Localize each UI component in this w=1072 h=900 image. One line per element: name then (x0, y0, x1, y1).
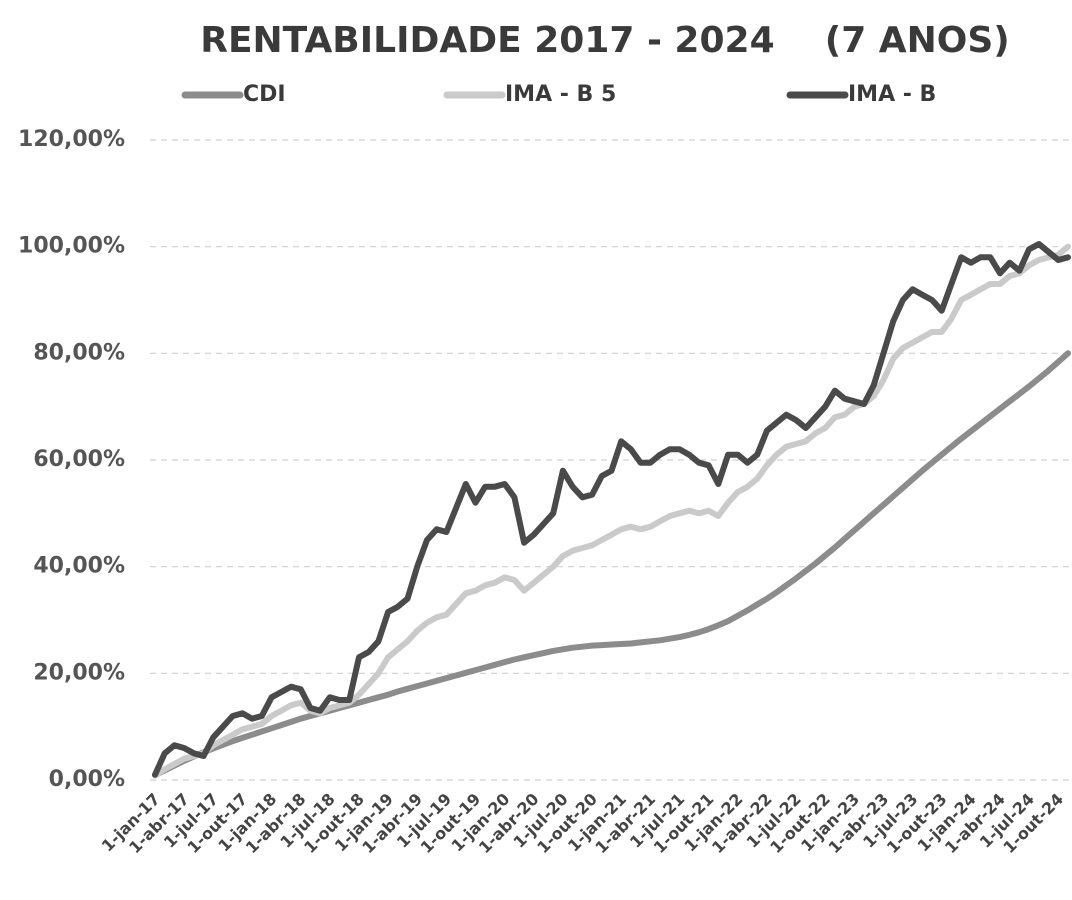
y-tick-label: 100,00% (18, 234, 125, 259)
y-tick-label: 120,00% (18, 127, 125, 152)
y-tick-label: 80,00% (33, 340, 125, 365)
y-tick-label: 40,00% (33, 554, 125, 579)
y-tick-label: 20,00% (33, 660, 125, 685)
y-tick-label: 0,00% (49, 767, 125, 792)
series-line (152, 243, 1071, 779)
legend-label: CDI (243, 82, 286, 107)
legend-label: IMA - B 5 (505, 82, 616, 107)
legend-label: IMA - B (848, 82, 936, 107)
series-line (152, 241, 1071, 778)
y-tick-label: 60,00% (33, 447, 125, 472)
chart-title: RENTABILIDADE 2017 - 2024 (7 ANOS) (200, 20, 1010, 61)
series-line (152, 350, 1071, 779)
